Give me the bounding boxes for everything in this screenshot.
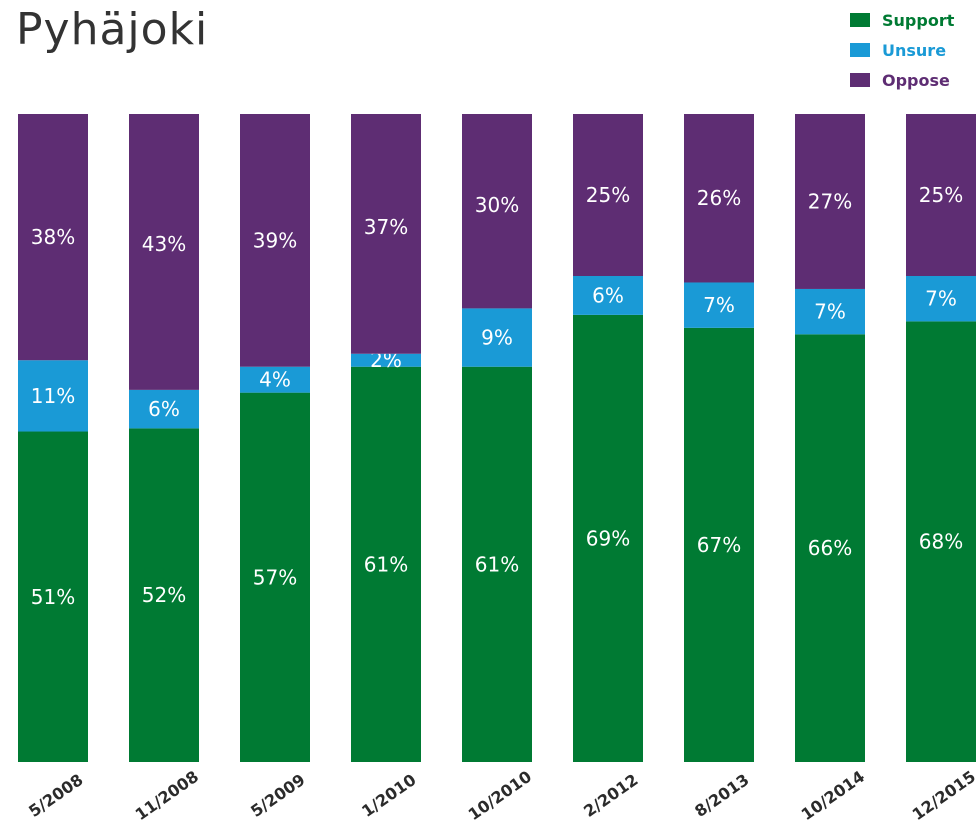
data-label-oppose: 39%	[253, 228, 297, 252]
bar-1/2010: 61%2%37%	[351, 114, 421, 762]
x-tick-label: 5/2009	[247, 770, 308, 821]
x-tick-label: 10/2014	[798, 767, 868, 824]
data-label-support: 66%	[808, 536, 852, 560]
x-tick-label: 2/2012	[580, 770, 641, 821]
bar-5/2009: 57% 4% 39%	[240, 114, 310, 762]
bar-segment-oppose	[240, 114, 310, 367]
bar-segment-unsure	[906, 276, 976, 322]
legend-item-unsure: Unsure	[850, 35, 954, 65]
legend-label-oppose: Oppose	[882, 70, 950, 90]
bar-segment-support	[18, 431, 88, 762]
data-label-unsure: 7%	[925, 287, 957, 311]
bar-segment-oppose	[795, 114, 865, 289]
data-label-support: 57%	[253, 565, 297, 589]
bar-segment-oppose	[462, 114, 532, 309]
bar-segment-support	[795, 334, 865, 762]
legend-swatch-oppose	[850, 73, 870, 87]
bar-segment-oppose	[684, 114, 754, 283]
bar-segment-unsure	[18, 360, 88, 432]
data-label-support: 52%	[142, 583, 186, 607]
bar-segment-unsure	[462, 308, 532, 367]
x-tick-label: 11/2008	[132, 767, 202, 824]
data-label-oppose: 25%	[919, 183, 963, 207]
data-label-oppose: 38%	[31, 225, 75, 249]
bar-segment-oppose	[129, 114, 199, 390]
legend-item-oppose: Oppose	[850, 65, 954, 95]
bar-segment-unsure	[240, 366, 310, 393]
bar-segment-support	[573, 314, 643, 762]
legend-label-support: Support	[882, 10, 955, 30]
bar-segment-unsure	[573, 276, 643, 315]
data-label-unsure: 9%	[481, 326, 513, 350]
bar-12/2015: 68% 7% 25%	[906, 114, 976, 762]
data-label-unsure: 7%	[814, 300, 846, 324]
legend-swatch-unsure	[850, 43, 870, 57]
bar-segment-oppose	[906, 114, 976, 276]
bar-segment-support	[462, 366, 532, 762]
legend-item-support: Support	[850, 5, 954, 35]
data-label-support: 69%	[586, 526, 630, 550]
bar-segment-unsure	[351, 353, 421, 367]
legend: Support Unsure Oppose	[850, 5, 954, 95]
data-label-unsure: 11%	[31, 384, 75, 408]
bar-segment-oppose	[18, 114, 88, 361]
bar-2/2012: 69% 6% 25%	[573, 114, 643, 762]
bar-segment-support	[684, 327, 754, 762]
bar-segment-support	[906, 321, 976, 762]
data-label-support: 51%	[31, 585, 75, 609]
legend-label-unsure: Unsure	[882, 40, 947, 60]
chart-title: Pyhäjoki	[16, 4, 209, 55]
x-tick-label: 12/2015	[909, 767, 977, 824]
data-label-unsure: 7%	[703, 293, 735, 317]
bar-segment-support	[240, 392, 310, 762]
bar-10/2010: 61% 9% 30%	[462, 114, 532, 762]
data-label-oppose: 43%	[142, 232, 186, 256]
data-label-support: 61%	[475, 552, 519, 576]
bar-segment-unsure	[795, 288, 865, 335]
bar-segment-support	[351, 366, 421, 762]
data-label-oppose: 27%	[808, 189, 852, 213]
data-label-unsure: 4%	[259, 368, 291, 392]
data-label-support: 67%	[697, 533, 741, 557]
bar-segment-unsure	[684, 282, 754, 328]
data-label-oppose: 25%	[586, 183, 630, 207]
bar-8/2013: 67% 7% 26%	[684, 114, 754, 762]
bar-10/2014: 66% 7% 27%	[795, 114, 865, 762]
data-label-oppose: 30%	[475, 193, 519, 217]
bar-5/2008: 51% 11% 38%	[18, 114, 88, 762]
data-label-unsure: 6%	[148, 397, 180, 421]
bar-segment-unsure	[129, 389, 199, 429]
data-label-unsure: 6%	[592, 283, 624, 307]
x-tick-label: 1/2010	[358, 770, 419, 821]
bar-11/2008: 52% 6% 43%	[129, 114, 199, 762]
data-label-oppose: 26%	[697, 186, 741, 210]
bar-segment-oppose	[573, 114, 643, 276]
data-label-oppose: 37%	[364, 215, 408, 239]
data-label-support: 61%	[364, 552, 408, 576]
bar-segment-support	[129, 428, 199, 762]
data-label-support: 68%	[919, 530, 963, 554]
x-tick-label: 10/2010	[465, 767, 535, 824]
x-tick-label: 8/2013	[691, 770, 752, 821]
bar-segment-oppose	[351, 114, 421, 354]
legend-swatch-support	[850, 13, 870, 27]
x-tick-label: 5/2008	[25, 770, 86, 821]
